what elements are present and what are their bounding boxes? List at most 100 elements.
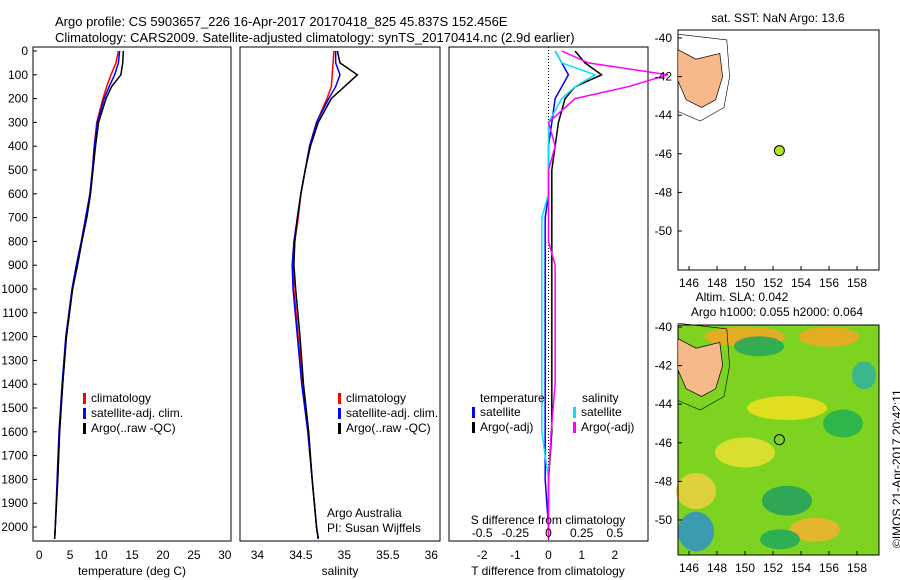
depth-tick-label: 800	[8, 234, 28, 248]
legend-label: Argo(-adj)	[581, 420, 634, 434]
depth-tick-label: 1900	[1, 496, 28, 510]
legend-swatch	[338, 408, 341, 419]
lat-tick-label: -48	[655, 474, 673, 488]
t-diff-xlabel: T difference from climatology	[471, 564, 625, 578]
depth-tick-label: 1100	[2, 306, 28, 320]
t-diff-x-tick-label: 1	[578, 548, 585, 562]
lat-tick-label: -46	[655, 147, 673, 161]
depth-tick-label: 1000	[1, 282, 28, 296]
lon-tick-label: 146	[679, 561, 699, 575]
depth-tick-label: 1300	[1, 353, 28, 367]
t-diff-x-tick-label: -2	[477, 548, 488, 562]
lon-tick-label: 152	[763, 276, 783, 290]
s-diff-tick-label: 0.5	[606, 526, 623, 540]
lon-tick-label: 148	[707, 561, 727, 575]
legend-label: satellite-adj. clim.	[91, 406, 183, 420]
lat-tick-label: -40	[655, 31, 673, 45]
salinity-xlabel: salinity	[322, 564, 359, 578]
depth-tick-label: 1400	[1, 377, 28, 391]
depth-tick-label: 0	[21, 44, 28, 58]
salinity-plot-frame	[239, 46, 441, 542]
sst-map-frame	[677, 29, 880, 271]
lat-tick-label: -42	[655, 70, 673, 84]
s-diff-tick-label: -0.5	[472, 526, 493, 540]
legend-label: satellite	[480, 405, 521, 419]
tasmania-land	[677, 337, 723, 397]
lat-tick-label: -46	[655, 436, 673, 450]
temperature-x-tick-label: 30	[218, 548, 232, 562]
legend-swatch	[472, 422, 475, 433]
sla-map-frame	[677, 324, 880, 556]
temperature-satellite-line	[53, 50, 121, 539]
depth-tick-label: 1700	[1, 449, 28, 463]
s-diff-tick-label: 0	[545, 526, 552, 540]
sla-anomaly-patch	[790, 517, 840, 542]
depth-tick-label: 400	[8, 139, 28, 153]
shelf-contour	[677, 322, 730, 411]
argo-location-marker	[773, 145, 785, 157]
temperature-plot-frame	[32, 46, 232, 542]
lon-tick-label: 158	[847, 276, 867, 290]
argo-location-marker	[773, 434, 785, 446]
t-diff-x-tick-label: 0	[545, 548, 552, 562]
temperature-x-tick-label: 0	[36, 548, 43, 562]
depth-tick-label: 2000	[1, 520, 28, 534]
salinity-x-tick-label: 36	[425, 548, 439, 562]
depth-tick-label: 1800	[1, 472, 28, 486]
legend-swatch	[83, 393, 86, 404]
legend-label: satellite	[581, 405, 622, 419]
legend-swatch	[338, 393, 341, 404]
sla-anomaly-patch	[676, 473, 716, 510]
depth-tick-label: 1600	[1, 425, 28, 439]
s-diff-xlabel: S difference from climatology	[471, 513, 626, 527]
lon-tick-label: 156	[819, 561, 839, 575]
depth-tick-label: 100	[8, 68, 28, 82]
temperature-x-tick-label: 20	[156, 548, 170, 562]
sla-anomaly-patch	[734, 336, 784, 357]
lon-tick-label: 154	[791, 561, 811, 575]
sla-anomaly-patch	[762, 485, 812, 516]
shelf-contour	[677, 33, 730, 122]
diff-T-satellite-line	[544, 50, 570, 539]
lon-tick-label: 152	[763, 561, 783, 575]
diff-S-satellite-line	[541, 50, 597, 539]
s-diff-tick-label: 0.25	[570, 526, 594, 540]
lat-tick-label: -44	[655, 108, 673, 122]
lat-tick-label: -40	[655, 320, 673, 334]
s-diff-tick-label: -0.25	[502, 526, 530, 540]
salinity-x-tick-label: 34	[251, 548, 265, 562]
annotation-line-1: Argo Australia	[327, 506, 402, 520]
sla-map-title: Altim. SLA: 0.042	[696, 290, 789, 304]
lon-tick-label: 148	[707, 276, 727, 290]
temperature-climatology-line	[53, 50, 120, 539]
lon-tick-label: 146	[679, 276, 699, 290]
depth-tick-label: 700	[8, 211, 28, 225]
salinity-x-tick-label: 35	[338, 548, 352, 562]
lat-tick-label: -48	[655, 185, 673, 199]
legend-label: satellite-adj. clim.	[346, 406, 438, 420]
lon-tick-label: 150	[735, 561, 755, 575]
temperature-x-tick-label: 5	[67, 548, 74, 562]
depth-tick-label: 600	[8, 187, 28, 201]
salinity-satellite-line	[291, 51, 341, 540]
depth-tick-label: 200	[8, 92, 28, 106]
sla-anomaly-patch	[747, 396, 827, 421]
lon-tick-label: 150	[735, 276, 755, 290]
temperature-xlabel: temperature (deg C)	[78, 564, 186, 578]
lat-tick-label: -44	[655, 397, 673, 411]
salinity-x-tick-label: 34.5	[289, 548, 313, 562]
lon-tick-label: 156	[819, 276, 839, 290]
legend-swatch	[573, 407, 576, 418]
depth-tick-label: 500	[8, 163, 28, 177]
lat-tick-label: -50	[655, 224, 673, 238]
sla-anomaly-patch	[715, 437, 775, 468]
depth-tick-label: 900	[8, 258, 28, 272]
legend-salinity-heading: salinity	[582, 391, 619, 405]
t-diff-x-tick-label: -1	[510, 548, 521, 562]
temperature-argo-line	[53, 50, 125, 539]
legend-swatch	[338, 423, 341, 434]
lat-tick-label: -42	[655, 359, 673, 373]
sla-anomaly-patch	[799, 326, 859, 347]
temperature-x-tick-label: 10	[94, 548, 108, 562]
sla-anomaly-patch	[823, 409, 863, 438]
